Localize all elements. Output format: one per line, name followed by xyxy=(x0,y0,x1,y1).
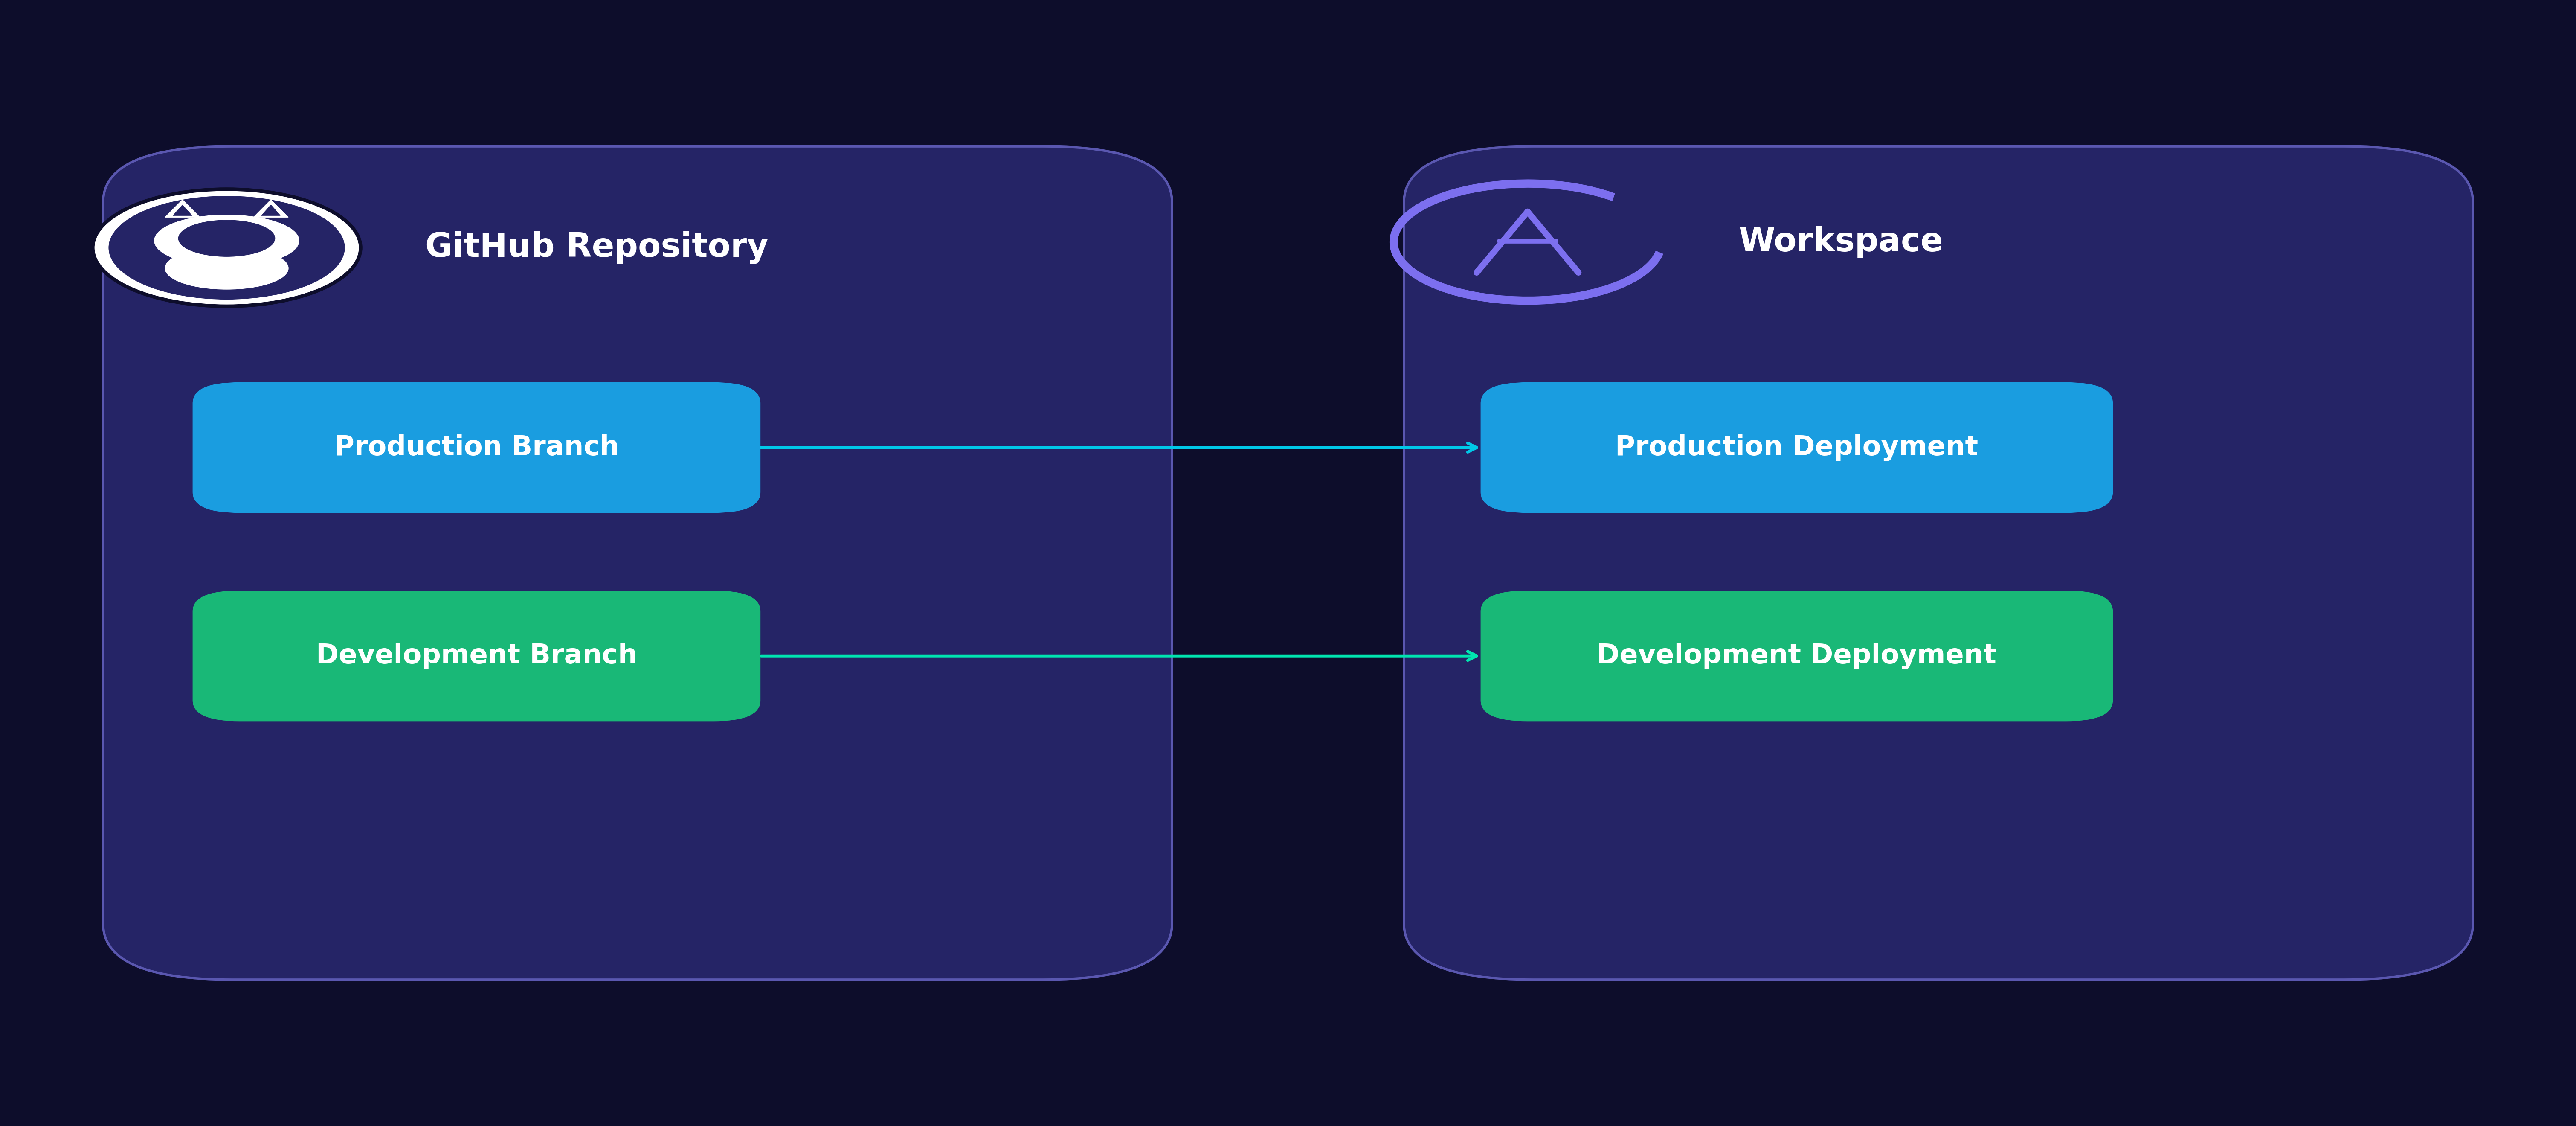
Text: Production Branch: Production Branch xyxy=(335,435,618,461)
FancyBboxPatch shape xyxy=(1481,591,2112,721)
Polygon shape xyxy=(252,199,289,217)
Polygon shape xyxy=(173,205,191,215)
FancyBboxPatch shape xyxy=(193,591,760,721)
FancyBboxPatch shape xyxy=(103,146,1172,980)
Text: GitHub Repository: GitHub Repository xyxy=(425,231,768,265)
Circle shape xyxy=(93,189,361,306)
Polygon shape xyxy=(263,205,281,215)
Ellipse shape xyxy=(178,221,276,257)
Ellipse shape xyxy=(155,215,299,267)
Text: Production Deployment: Production Deployment xyxy=(1615,435,1978,461)
FancyBboxPatch shape xyxy=(193,383,760,512)
Text: Development Deployment: Development Deployment xyxy=(1597,643,1996,669)
Text: Development Branch: Development Branch xyxy=(317,643,636,669)
FancyBboxPatch shape xyxy=(1481,383,2112,512)
Ellipse shape xyxy=(165,247,289,289)
Circle shape xyxy=(108,196,345,300)
Polygon shape xyxy=(165,199,201,217)
Text: Workspace: Workspace xyxy=(1739,226,1942,258)
FancyBboxPatch shape xyxy=(1404,146,2473,980)
